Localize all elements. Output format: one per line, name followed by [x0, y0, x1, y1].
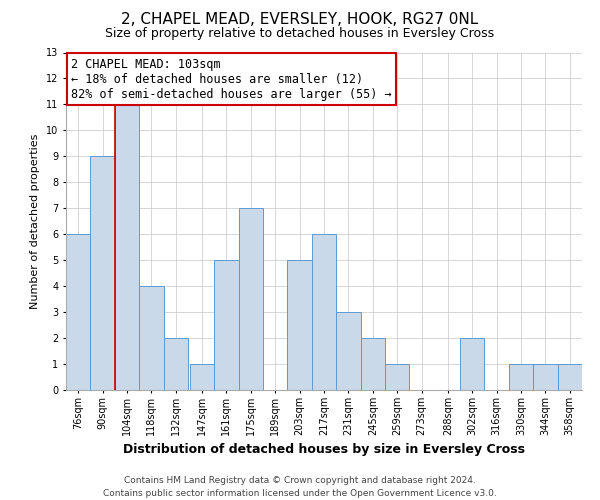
Y-axis label: Number of detached properties: Number of detached properties [31, 134, 40, 309]
Bar [336, 312, 361, 390]
Bar [509, 364, 533, 390]
Bar [164, 338, 188, 390]
Text: Contains HM Land Registry data © Crown copyright and database right 2024.
Contai: Contains HM Land Registry data © Crown c… [103, 476, 497, 498]
Bar [460, 338, 484, 390]
Bar [91, 156, 115, 390]
Bar [66, 234, 91, 390]
X-axis label: Distribution of detached houses by size in Eversley Cross: Distribution of detached houses by size … [123, 444, 525, 456]
Bar [190, 364, 214, 390]
Bar [239, 208, 263, 390]
Text: Size of property relative to detached houses in Eversley Cross: Size of property relative to detached ho… [106, 28, 494, 40]
Bar [287, 260, 312, 390]
Bar [533, 364, 557, 390]
Bar [115, 104, 139, 390]
Bar [361, 338, 385, 390]
Bar [139, 286, 164, 390]
Bar [312, 234, 336, 390]
Bar [214, 260, 239, 390]
Bar [385, 364, 409, 390]
Bar [557, 364, 582, 390]
Text: 2, CHAPEL MEAD, EVERSLEY, HOOK, RG27 0NL: 2, CHAPEL MEAD, EVERSLEY, HOOK, RG27 0NL [121, 12, 479, 28]
Text: 2 CHAPEL MEAD: 103sqm
← 18% of detached houses are smaller (12)
82% of semi-deta: 2 CHAPEL MEAD: 103sqm ← 18% of detached … [71, 58, 392, 100]
